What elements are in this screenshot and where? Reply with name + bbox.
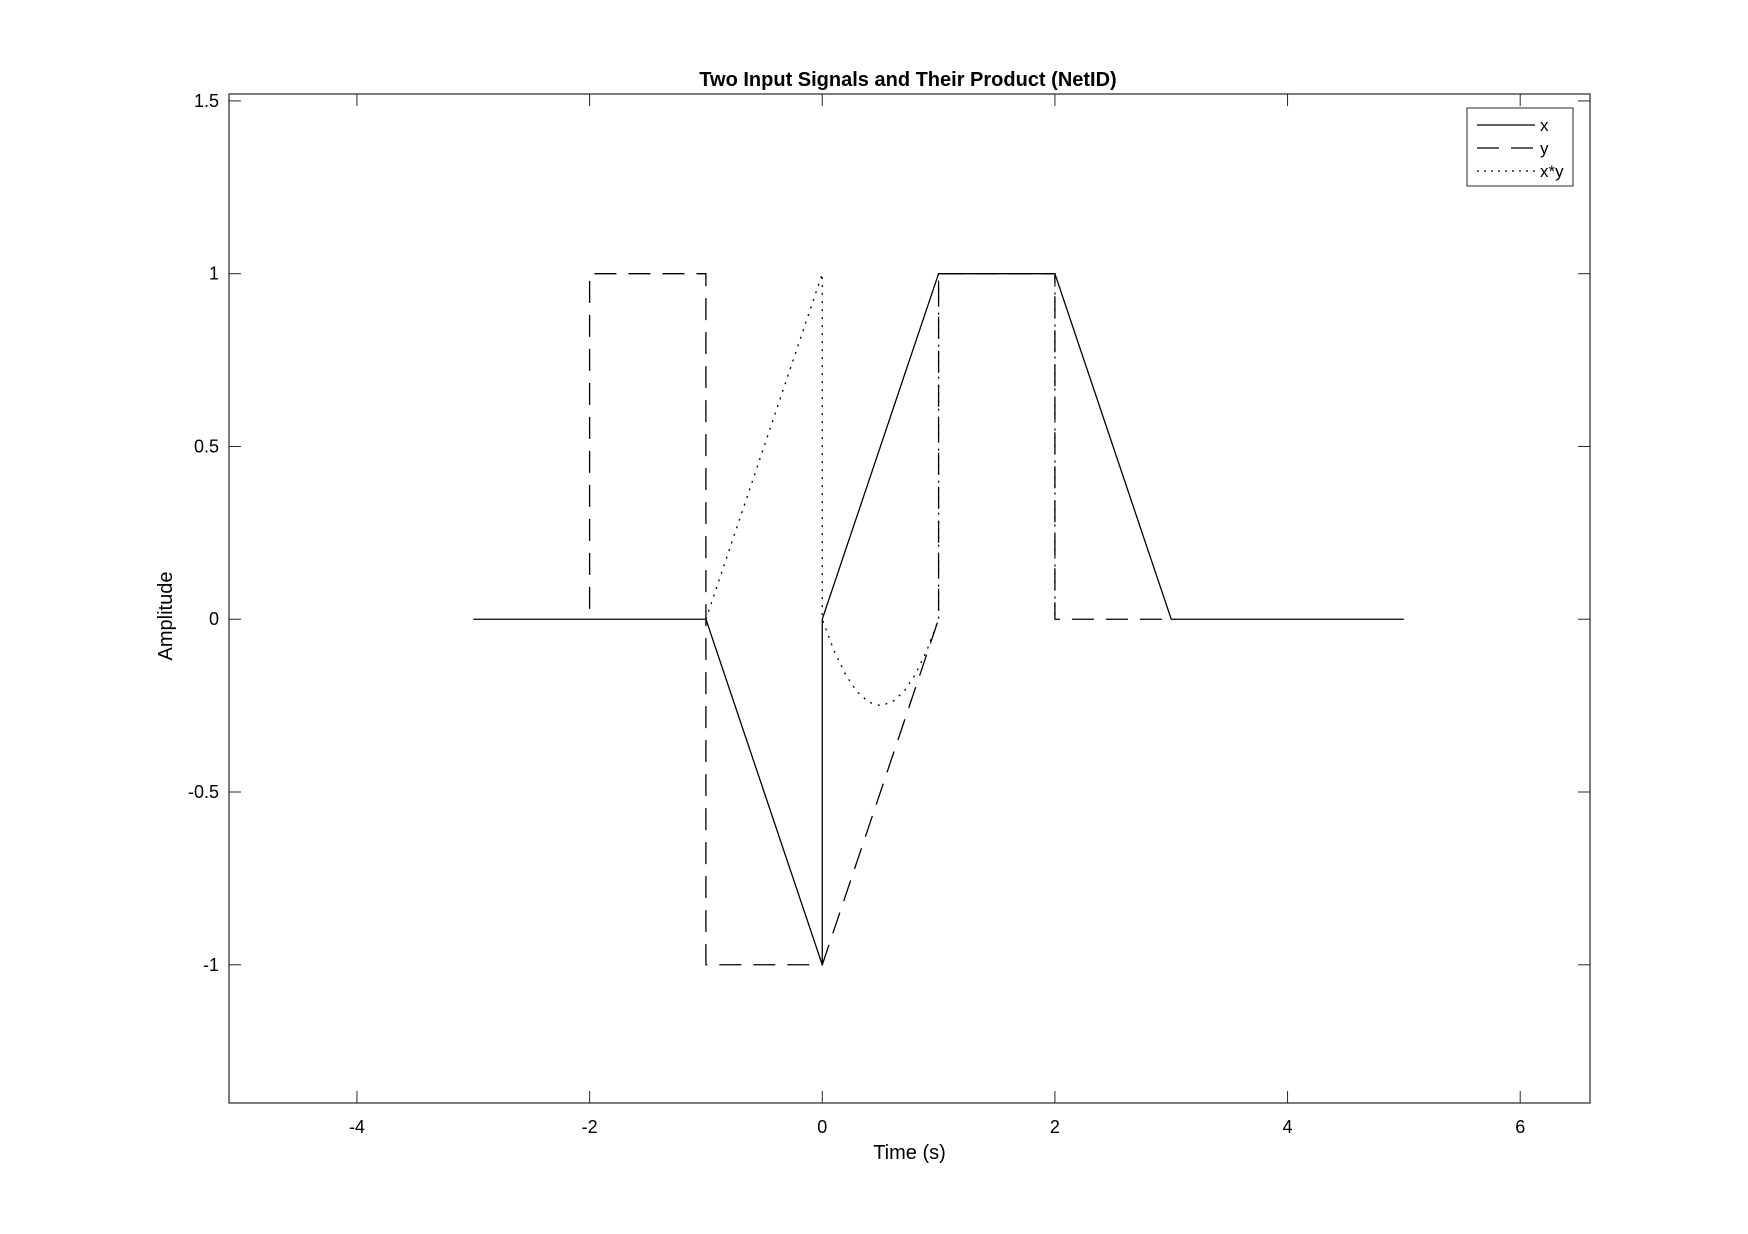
x-tick-label: 2 xyxy=(1050,1117,1060,1137)
legend: xy x*y xyxy=(1466,107,1574,187)
legend-label-3: x*y xyxy=(1540,162,1564,181)
y-tick-label: -0.5 xyxy=(188,782,219,802)
y-tick-label: -1 xyxy=(203,955,219,975)
y-tick-label: 0 xyxy=(209,609,219,629)
x-axis-label: Time (s) xyxy=(873,1142,946,1164)
y-tick-label: 0.5 xyxy=(194,436,219,456)
legend-label-2: y xyxy=(1540,139,1549,158)
legend-label-1: x xyxy=(1540,116,1549,135)
series-3-line xyxy=(705,273,1056,707)
y-tick-label: 1.5 xyxy=(194,91,219,111)
x-tick-label: -2 xyxy=(582,1117,598,1137)
y-tick-label: 1 xyxy=(209,264,219,284)
ticks-layer: -4 -2 0 2 4 6 -1 -0.5 0 0.5 1 1.5 xyxy=(188,91,1590,1137)
series-layer xyxy=(473,273,1404,966)
plot-area-frame xyxy=(228,93,1591,1104)
x-tick-label: 0 xyxy=(817,1117,827,1137)
x-tick-label: 4 xyxy=(1283,1117,1293,1137)
legend-box xyxy=(1466,107,1574,187)
x-tick-label: 6 xyxy=(1515,1117,1525,1137)
series-1-line xyxy=(473,273,1404,966)
x-tick-label: -4 xyxy=(349,1117,365,1137)
legend-items: xy x*y xyxy=(1477,116,1564,181)
y-axis-label: Amplitude xyxy=(155,572,177,661)
chart-title: Two Input Signals and Their Product (Net… xyxy=(699,69,1116,91)
